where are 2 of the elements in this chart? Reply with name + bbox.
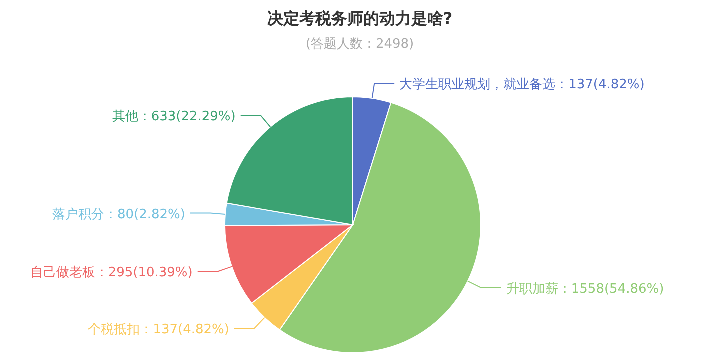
subtitle: (答题人数：2498) xyxy=(306,37,414,52)
title: 决定考税务师的动力是啥? xyxy=(267,9,453,28)
